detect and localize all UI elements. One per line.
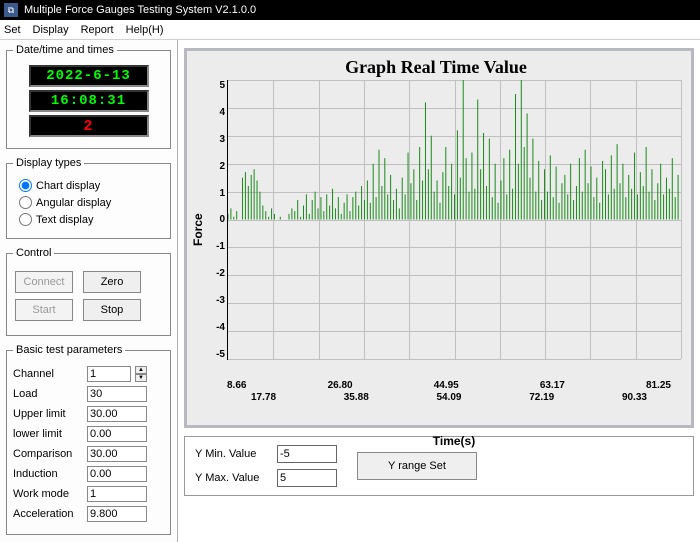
ytick: 3 [207, 134, 225, 145]
chart-yticks: 5 4 3 2 1 0 -1 -2 -3 -4 -5 [207, 80, 227, 360]
ymin-label: Y Min. Value [195, 448, 273, 460]
radio-text-display[interactable] [19, 213, 32, 226]
param-input-channel[interactable] [87, 366, 131, 382]
param-label-load: Load [13, 388, 83, 400]
chart-title: Graph Real Time Value [191, 57, 681, 78]
param-row-comp: Comparison [13, 446, 164, 462]
radio-angular-display[interactable] [19, 196, 32, 209]
ytick: 5 [207, 80, 225, 91]
display-types-legend: Display types [13, 157, 84, 169]
param-row-load: Load [13, 386, 164, 402]
ytick: -2 [207, 268, 225, 279]
right-panel: Graph Real Time Value Force 5 4 3 2 1 0 -1 -2 -3… [178, 40, 700, 542]
chart-xticks: 8.66 26.80 44.95 63.17 81.25 17.78 35.88 54.09… [227, 380, 681, 408]
xtick: 81.25 [646, 380, 671, 391]
menu-help[interactable]: Help(H) [126, 24, 164, 36]
ymax-input[interactable] [277, 469, 337, 487]
param-label-channel: Channel [13, 368, 83, 380]
radio-angular-label: Angular display [36, 197, 111, 209]
param-row-lower: lower limit [13, 426, 164, 442]
radio-chart-display[interactable] [19, 179, 32, 192]
xtick: 72.19 [529, 392, 554, 403]
title-bar: ⧉ Multiple Force Gauges Testing System V… [0, 0, 700, 20]
ytick: -3 [207, 295, 225, 306]
radio-chart-label: Chart display [36, 180, 100, 192]
param-row-accel: Acceleration [13, 506, 164, 522]
menu-bar: Set Display Report Help(H) [0, 20, 700, 40]
lcd-time: 16:08:31 [29, 90, 149, 112]
control-group: Control Connect Zero Start Stop [6, 247, 171, 336]
yrange-set-button[interactable]: Y range Set [357, 452, 477, 480]
param-row-channel: Channel ▲▼ [13, 366, 164, 382]
menu-report[interactable]: Report [81, 24, 114, 36]
lcd-count: 2 [29, 115, 149, 137]
param-row-induct: Induction [13, 466, 164, 482]
chart-container: Graph Real Time Value Force 5 4 3 2 1 0 -1 -2 -3… [184, 48, 694, 428]
menu-set[interactable]: Set [4, 24, 21, 36]
ytick: -4 [207, 322, 225, 333]
start-button[interactable]: Start [15, 299, 73, 321]
ytick: -1 [207, 241, 225, 252]
zero-button[interactable]: Zero [83, 271, 141, 293]
ytick: 4 [207, 107, 225, 118]
ytick: 1 [207, 188, 225, 199]
ytick: 0 [207, 214, 225, 225]
chart-ylabel: Force [191, 80, 207, 380]
stop-button[interactable]: Stop [83, 299, 141, 321]
param-row-workmode: Work mode [13, 486, 164, 502]
chart-xlabel: Time(s) [227, 434, 681, 448]
datetime-group: Date/time and times 2022-6-13 16:08:31 2 [6, 44, 171, 149]
lcd-date: 2022-6-13 [29, 65, 149, 87]
display-types-group: Display types Chart display Angular disp… [6, 157, 171, 239]
param-spin-down-channel[interactable]: ▼ [135, 374, 147, 382]
datetime-legend: Date/time and times [13, 44, 117, 56]
radio-text-label: Text display [36, 214, 93, 226]
param-input-load[interactable] [87, 386, 147, 402]
param-input-accel[interactable] [87, 506, 147, 522]
ytick: 2 [207, 161, 225, 172]
param-input-upper[interactable] [87, 406, 147, 422]
params-group: Basic test parameters Channel ▲▼ Load Upper… [6, 344, 171, 535]
app-icon: ⧉ [4, 3, 18, 17]
param-label-lower: lower limit [13, 428, 83, 440]
param-label-comp: Comparison [13, 448, 83, 460]
param-input-lower[interactable] [87, 426, 147, 442]
xtick: 35.88 [344, 392, 369, 403]
param-input-comp[interactable] [87, 446, 147, 462]
params-legend: Basic test parameters [13, 344, 125, 356]
chart-plot-area [227, 80, 681, 360]
param-label-upper: Upper limit [13, 408, 83, 420]
left-panel: Date/time and times 2022-6-13 16:08:31 2… [0, 40, 178, 542]
xtick: 90.33 [622, 392, 647, 403]
param-input-workmode[interactable] [87, 486, 147, 502]
connect-button[interactable]: Connect [15, 271, 73, 293]
ymax-label: Y Max. Value [195, 472, 273, 484]
menu-display[interactable]: Display [33, 24, 69, 36]
xtick: 63.17 [540, 380, 565, 391]
xtick: 54.09 [436, 392, 461, 403]
xtick: 26.80 [328, 380, 353, 391]
param-label-accel: Acceleration [13, 508, 83, 520]
xtick: 8.66 [227, 380, 246, 391]
param-row-upper: Upper limit [13, 406, 164, 422]
ytick: -5 [207, 349, 225, 360]
control-legend: Control [13, 247, 54, 259]
window-title: Multiple Force Gauges Testing System V2.… [24, 4, 256, 16]
param-label-induct: Induction [13, 468, 83, 480]
xtick: 44.95 [434, 380, 459, 391]
xtick: 17.78 [251, 392, 276, 403]
param-label-workmode: Work mode [13, 488, 83, 500]
param-input-induct[interactable] [87, 466, 147, 482]
param-spin-up-channel[interactable]: ▲ [135, 366, 147, 374]
